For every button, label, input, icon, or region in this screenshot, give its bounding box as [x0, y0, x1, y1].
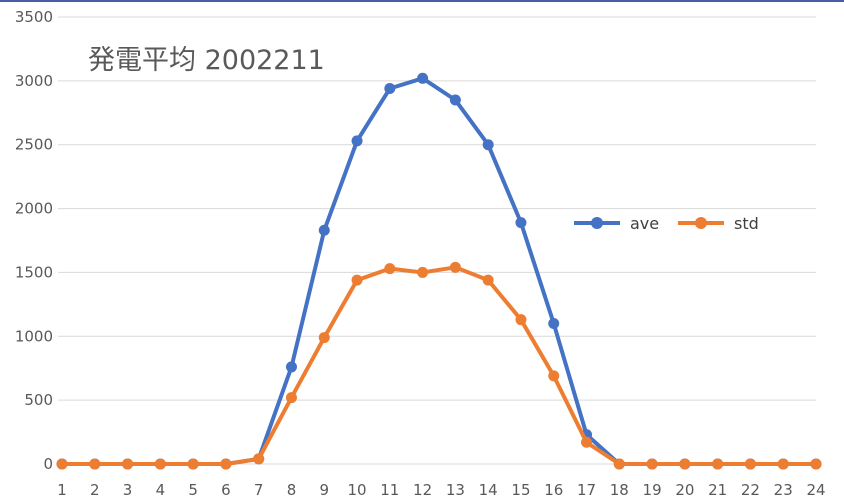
- data-point-std: [417, 266, 429, 278]
- x-tick-label: 22: [741, 481, 760, 498]
- x-tick-label: 8: [287, 481, 297, 498]
- x-tick-label: 21: [708, 481, 727, 498]
- y-tick-label: 0: [43, 455, 53, 473]
- y-tick-label: 2000: [15, 200, 53, 218]
- data-point-std: [351, 274, 363, 286]
- data-point-std: [56, 458, 68, 470]
- y-tick-label: 500: [24, 391, 53, 409]
- data-point-std: [712, 458, 724, 470]
- data-point-ave: [548, 318, 560, 330]
- legend-label: ave: [630, 214, 659, 233]
- legend: ave std: [574, 214, 759, 233]
- data-point-std: [581, 436, 593, 448]
- data-point-ave: [482, 139, 494, 151]
- x-tick-label: 24: [806, 481, 825, 498]
- data-point-std: [220, 458, 232, 470]
- x-tick-label: 16: [544, 481, 563, 498]
- x-tick-label: 1: [57, 481, 67, 498]
- legend-item-std: std: [678, 214, 759, 233]
- data-point-std: [744, 458, 756, 470]
- data-point-std: [613, 458, 625, 470]
- x-tick-label: 18: [610, 481, 629, 498]
- data-point-ave: [351, 135, 363, 147]
- data-point-std: [482, 274, 494, 286]
- series-line-std: [60, 265, 818, 466]
- x-tick-label: 17: [577, 481, 596, 498]
- x-tick-label: 9: [319, 481, 329, 498]
- data-point-std: [89, 458, 101, 470]
- x-tick-label: 14: [479, 481, 498, 498]
- legend-label: std: [734, 214, 759, 233]
- x-tick-label: 4: [156, 481, 166, 498]
- x-tick-label: 13: [446, 481, 465, 498]
- series-lines: [56, 72, 822, 470]
- chart-title: 発電平均 2002211: [88, 45, 325, 76]
- grid-lines: [58, 16, 816, 465]
- x-tick-label: 19: [643, 481, 662, 498]
- x-tick-label: 5: [188, 481, 198, 498]
- data-point-ave: [384, 83, 396, 95]
- y-tick-label: 1000: [15, 327, 53, 345]
- x-tick-label: 23: [774, 481, 793, 498]
- data-point-std: [122, 458, 134, 470]
- legend-item-ave: ave: [574, 214, 659, 233]
- data-point-ave: [417, 72, 429, 84]
- top-border: [0, 0, 844, 2]
- x-tick-label: 12: [413, 481, 432, 498]
- data-point-std: [679, 458, 691, 470]
- data-point-ave: [285, 361, 297, 373]
- data-point-std: [515, 314, 527, 326]
- legend-swatch-marker: [695, 217, 707, 229]
- x-tick-label: 10: [347, 481, 366, 498]
- y-axis-tick-labels: 0 500 1000 1500 2000 2500 3000 3500: [15, 8, 53, 473]
- y-tick-label: 3500: [15, 8, 53, 26]
- legend-swatch-marker: [591, 217, 603, 229]
- x-axis-tick-labels: 1 2 3 4 5 6 7 8 9 10 11 12 13 14 15 16 17 18 19 20 21 22 23 24: [57, 481, 825, 499]
- data-point-std: [548, 370, 560, 382]
- x-tick-label: 15: [511, 481, 530, 498]
- x-tick-label: 7: [254, 481, 264, 498]
- x-tick-label: 2: [90, 481, 100, 498]
- data-point-std: [810, 458, 822, 470]
- data-point-std: [384, 263, 396, 275]
- data-point-ave: [515, 217, 527, 229]
- x-tick-label: 6: [221, 481, 231, 498]
- data-point-ave: [318, 224, 330, 236]
- x-tick-label: 20: [675, 481, 694, 498]
- data-point-std: [285, 392, 297, 404]
- y-tick-label: 3000: [15, 72, 53, 90]
- data-point-std: [187, 458, 199, 470]
- y-tick-label: 1500: [15, 263, 53, 281]
- data-point-std: [777, 458, 789, 470]
- x-tick-label: 3: [123, 481, 133, 498]
- data-point-std: [646, 458, 658, 470]
- data-point-std: [154, 458, 166, 470]
- x-tick-label: 11: [380, 481, 399, 498]
- data-point-std: [449, 261, 461, 273]
- data-point-ave: [449, 94, 461, 106]
- series-std: [56, 261, 822, 470]
- data-point-std: [318, 332, 330, 344]
- y-tick-label: 2500: [15, 136, 53, 154]
- data-point-std: [253, 453, 265, 465]
